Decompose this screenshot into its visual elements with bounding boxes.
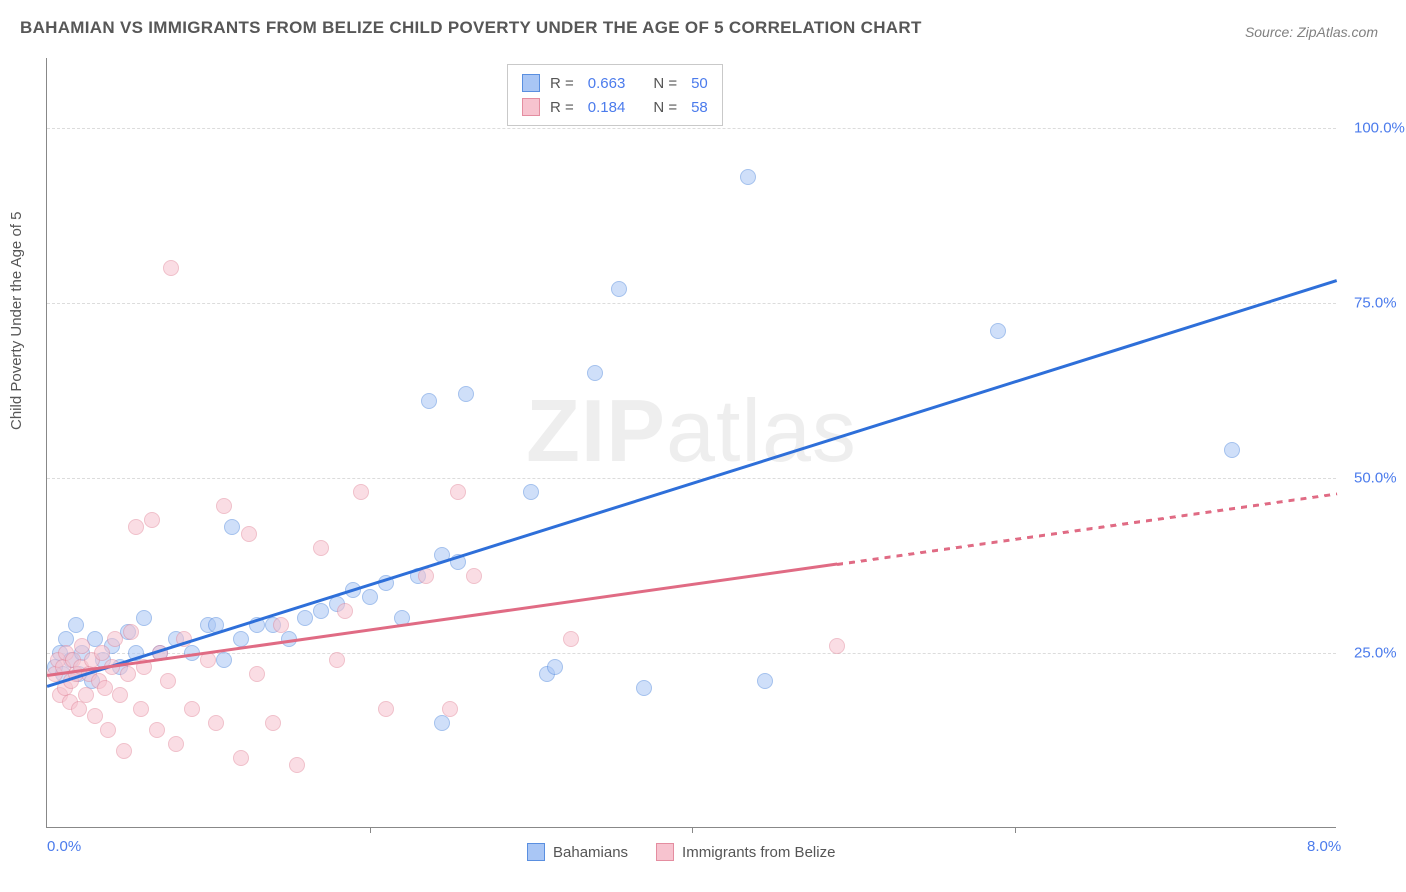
gridline [47,303,1336,304]
y-axis-label: Child Poverty Under the Age of 5 [8,212,25,430]
data-point [547,659,563,675]
data-point [362,589,378,605]
data-point [233,750,249,766]
data-point [329,652,345,668]
data-point [466,568,482,584]
data-point [216,498,232,514]
legend-label: Bahamians [553,844,628,861]
data-point [563,631,579,647]
n-label: N = [653,99,677,116]
data-point [136,610,152,626]
gridline [47,653,1336,654]
trend-line [47,279,1338,687]
legend-swatch [522,98,540,116]
x-tick-mark [370,827,371,833]
data-point [120,666,136,682]
data-point [313,540,329,556]
data-point [378,701,394,717]
data-point [78,687,94,703]
data-point [168,736,184,752]
data-point [241,526,257,542]
data-point [990,323,1006,339]
legend-swatch [656,843,674,861]
y-tick-label: 25.0% [1342,645,1397,662]
y-tick-label: 75.0% [1342,295,1397,312]
data-point [611,281,627,297]
trend-line [837,492,1337,565]
data-point [68,617,84,633]
data-point [216,652,232,668]
data-point [313,603,329,619]
data-point [233,631,249,647]
data-point [587,365,603,381]
data-point [636,680,652,696]
legend-item: Immigrants from Belize [656,843,835,861]
chart-title: BAHAMIAN VS IMMIGRANTS FROM BELIZE CHILD… [20,18,922,38]
trend-line [47,563,837,677]
data-point [87,708,103,724]
data-point [450,484,466,500]
scatter-plot-area: ZIPatlas 25.0%50.0%75.0%100.0%0.0%8.0%R … [46,58,1336,828]
data-point [265,715,281,731]
x-tick-label: 0.0% [47,838,81,855]
y-tick-label: 50.0% [1342,470,1397,487]
data-point [100,722,116,738]
data-point [353,484,369,500]
data-point [160,673,176,689]
gridline [47,128,1336,129]
data-point [224,519,240,535]
r-value: 0.663 [588,75,626,92]
watermark: ZIPatlas [526,379,857,481]
data-point [128,519,144,535]
data-point [94,645,110,661]
data-point [757,673,773,689]
source-attribution: Source: ZipAtlas.com [1245,24,1378,40]
x-tick-label: 8.0% [1307,838,1341,855]
data-point [123,624,139,640]
data-point [434,715,450,731]
legend-item: Bahamians [527,843,628,861]
data-point [149,722,165,738]
data-point [71,701,87,717]
data-point [112,687,128,703]
data-point [144,512,160,528]
data-point [421,393,437,409]
data-point [337,603,353,619]
n-value: 58 [691,99,708,116]
legend-row: R = 0.184 N = 58 [522,95,708,119]
data-point [208,715,224,731]
data-point [116,743,132,759]
data-point [289,757,305,773]
y-tick-label: 100.0% [1342,120,1405,137]
r-label: R = [550,99,574,116]
legend-swatch [522,74,540,92]
correlation-legend: R = 0.663 N = 50 R = 0.184 N = 58 [507,64,723,126]
legend-row: R = 0.663 N = 50 [522,71,708,95]
data-point [273,617,289,633]
legend-swatch [527,843,545,861]
data-point [523,484,539,500]
data-point [74,638,90,654]
n-label: N = [653,75,677,92]
r-value: 0.184 [588,99,626,116]
gridline [47,478,1336,479]
x-tick-mark [1015,827,1016,833]
data-point [1224,442,1240,458]
n-value: 50 [691,75,708,92]
data-point [418,568,434,584]
data-point [133,701,149,717]
r-label: R = [550,75,574,92]
data-point [458,386,474,402]
data-point [297,610,313,626]
x-tick-mark [692,827,693,833]
data-point [249,666,265,682]
data-point [107,631,123,647]
data-point [184,701,200,717]
legend-label: Immigrants from Belize [682,844,835,861]
series-legend: Bahamians Immigrants from Belize [527,843,835,861]
data-point [740,169,756,185]
data-point [829,638,845,654]
data-point [442,701,458,717]
data-point [163,260,179,276]
